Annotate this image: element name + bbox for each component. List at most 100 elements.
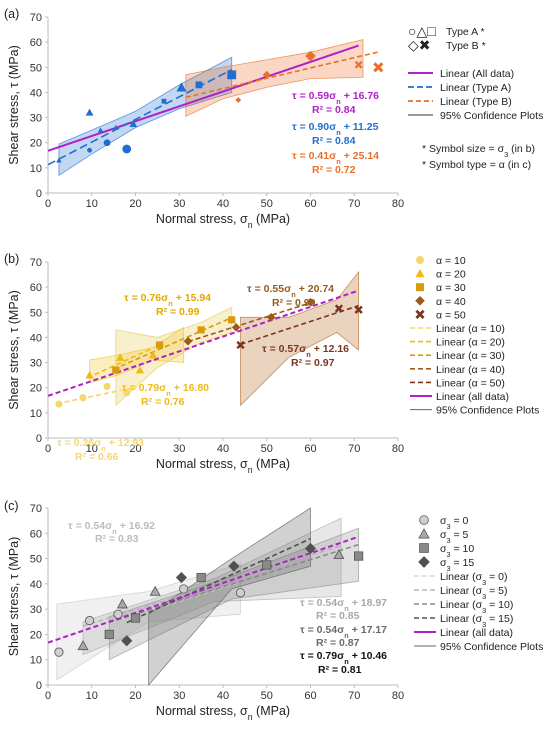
- x-tick-label: 10: [86, 443, 98, 455]
- x-tick-label: 60: [304, 198, 316, 210]
- data-point: [112, 366, 120, 374]
- y-tick-label: 50: [30, 62, 42, 74]
- data-point: [85, 371, 94, 379]
- legend-label: Linear (α = 30): [436, 350, 505, 362]
- y-tick-label: 10: [30, 655, 42, 667]
- x-tick-label: 20: [129, 198, 141, 210]
- legend-marker: [419, 515, 429, 525]
- data-point: [121, 635, 133, 647]
- legend-label: Linear (Type A): [440, 82, 511, 94]
- data-point: [54, 647, 64, 657]
- y-tick-label: 50: [30, 554, 42, 566]
- x-tick-label: 60: [304, 443, 316, 455]
- data-point: [123, 389, 131, 397]
- y-tick-label: 20: [30, 629, 42, 641]
- legend-label: α = 50: [436, 309, 466, 321]
- data-point: [196, 572, 206, 583]
- legend-marker: [416, 256, 424, 264]
- x-tick-label: 40: [217, 443, 229, 455]
- data-point: [197, 326, 205, 334]
- legend-type-b-markers: ◇✖: [408, 37, 431, 53]
- legend-label: Linear (α = 40): [436, 364, 505, 376]
- legend-note: * Symbol size = σ3 (in b): [422, 143, 535, 159]
- data-point: [56, 157, 62, 163]
- trendline-linear------30-: [113, 316, 233, 370]
- x-tick-label: 0: [45, 198, 51, 210]
- trendline-linear--type-a-: [47, 68, 233, 166]
- x-tick-label: 60: [304, 690, 316, 702]
- confidence-band: [240, 270, 360, 407]
- equation-label: τ = 0.41σn + 25.14: [292, 150, 379, 166]
- data-point: [149, 585, 161, 596]
- trendline-linear------50-: [240, 304, 359, 346]
- data-point: [130, 613, 141, 623]
- equation-label: τ = 0.54σn + 18.97: [300, 597, 387, 613]
- data-point: [334, 304, 344, 313]
- legend-label: σ3 = 0: [440, 515, 469, 531]
- trendline-linear---3---15-: [126, 537, 311, 624]
- data-point: [155, 341, 164, 349]
- panel-label: (a): [4, 7, 19, 21]
- y-axis-label: Shear stress, τ (MPa): [7, 45, 21, 165]
- data-point: [236, 340, 245, 350]
- data-point: [129, 119, 138, 127]
- y-tick-label: 40: [30, 87, 42, 99]
- data-point: [85, 108, 94, 116]
- legend-label: 95% Confidence Plots: [440, 641, 543, 653]
- y-tick-label: 0: [36, 433, 42, 445]
- equation-label: τ = 0.55σn + 20.74: [247, 283, 334, 299]
- data-point: [176, 82, 187, 92]
- data-point: [84, 615, 95, 626]
- legend-label: σ3 = 5: [440, 529, 469, 545]
- data-point: [228, 560, 240, 572]
- y-tick-label: 0: [36, 680, 42, 692]
- data-point: [113, 124, 119, 130]
- x-tick-label: 70: [348, 198, 360, 210]
- confidence-band: [148, 507, 311, 687]
- equation-label: τ = 0.54σn + 17.17: [300, 624, 387, 640]
- x-tick-label: 0: [45, 443, 51, 455]
- legend-label: α = 40: [436, 296, 466, 308]
- equation-label: R² = 0.66: [75, 451, 119, 463]
- data-point: [77, 640, 89, 651]
- x-tick-label: 50: [261, 198, 273, 210]
- data-point: [235, 97, 242, 103]
- legend-label: Linear (σ3 = 15): [440, 613, 513, 629]
- legend-label: 95% Confidence Plots: [440, 110, 543, 122]
- panel-label: (b): [4, 252, 19, 266]
- legend-label: σ3 = 15: [440, 557, 474, 573]
- data-point: [354, 60, 363, 69]
- legend-marker: [418, 528, 430, 539]
- y-tick-label: 40: [30, 579, 42, 591]
- legend-type-b-label: Type B *: [446, 40, 486, 52]
- equation-label: τ = 0.36σn + 12.93: [57, 437, 144, 453]
- data-point: [235, 588, 246, 598]
- x-tick-label: 80: [392, 690, 404, 702]
- equation-label: R² = 0.99: [272, 297, 316, 309]
- x-tick-label: 0: [45, 690, 51, 702]
- data-point: [55, 400, 63, 408]
- legend-label: Linear (α = 20): [436, 337, 505, 349]
- equation-label: τ = 0.90σn + 11.25: [292, 121, 379, 137]
- y-tick-label: 30: [30, 604, 42, 616]
- legend-label: Linear (all data): [436, 391, 509, 403]
- equation-label: τ = 0.57σn + 12.16: [262, 343, 349, 359]
- x-tick-label: 70: [348, 443, 360, 455]
- legend-label: α = 30: [436, 282, 466, 294]
- x-tick-label: 10: [86, 690, 98, 702]
- legend-note: * Symbol type = α (in c): [422, 159, 531, 171]
- x-tick-label: 50: [261, 690, 273, 702]
- data-point: [183, 336, 193, 346]
- legend-marker: [415, 269, 425, 278]
- y-tick-label: 30: [30, 113, 42, 125]
- panel-label: (c): [4, 499, 19, 513]
- confidence-band: [58, 56, 233, 177]
- legend-label: α = 10: [436, 255, 466, 267]
- legend-label: Linear (α = 50): [436, 377, 505, 389]
- x-tick-label: 20: [129, 690, 141, 702]
- trendline-linear------20-: [87, 347, 154, 379]
- trendline-linear--all-data-: [47, 44, 359, 152]
- trendline-linear--all-data-: [47, 535, 359, 644]
- x-tick-label: 40: [217, 198, 229, 210]
